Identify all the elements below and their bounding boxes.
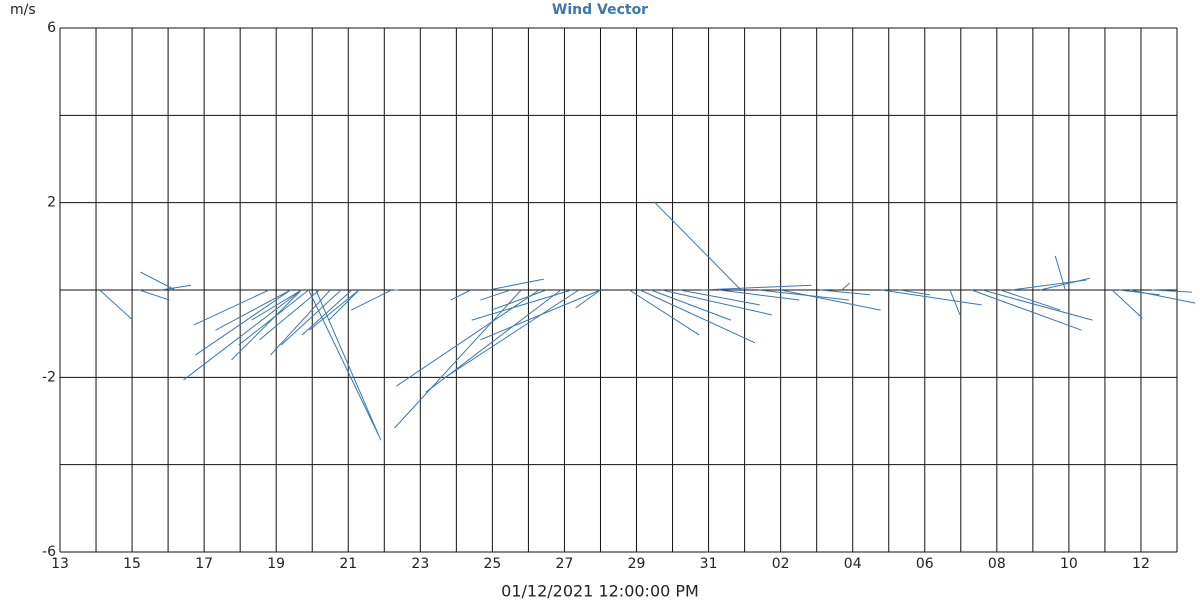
x-tick-label: 13 (51, 556, 69, 572)
x-tick-label: 27 (556, 556, 574, 572)
wind-vector (1039, 277, 1090, 291)
wind-vector (820, 289, 871, 296)
wind-vector (270, 289, 331, 356)
wind-vector (701, 284, 812, 291)
wind-vector (301, 289, 353, 336)
wind-vector (231, 289, 302, 361)
wind-vector (971, 289, 1082, 331)
y-tick-label: -6 (42, 544, 56, 560)
x-tick-label: 23 (411, 556, 429, 572)
wind-vector (575, 289, 601, 309)
wind-vector (1000, 289, 1061, 311)
wind-vector (1111, 289, 1143, 319)
wind-vector (251, 289, 302, 321)
wind-vector (195, 289, 291, 356)
x-tick-label: 29 (628, 556, 646, 572)
wind-vector (719, 289, 800, 301)
wind-vector (982, 289, 1093, 321)
wind-vector (491, 289, 547, 311)
wind-vector (949, 289, 961, 316)
wind-vector (193, 289, 270, 326)
wind-vector (308, 289, 360, 331)
x-axis-label: 01/12/2021 12:00:00 PM (501, 582, 699, 600)
x-tick-label: 08 (988, 556, 1006, 572)
wind-vector (629, 289, 700, 336)
wind-vector (650, 289, 732, 321)
x-tick-label: 31 (700, 556, 718, 572)
wind-vector (488, 278, 544, 291)
wind-vector (351, 289, 392, 311)
chart-title: Wind Vector (552, 2, 648, 18)
wind-vector (215, 289, 291, 331)
wind-vector (679, 289, 760, 306)
wind-vector (881, 289, 982, 306)
wind-vector (661, 289, 772, 316)
x-tick-label: 17 (195, 556, 213, 572)
wind-vector (280, 289, 342, 346)
y-tick-label: 2 (47, 195, 56, 211)
x-tick-label: 10 (1060, 556, 1078, 572)
y-tick-label: -2 (42, 369, 56, 385)
wind-vector (480, 289, 601, 341)
x-tick-label: 19 (267, 556, 285, 572)
wind-vector (480, 289, 511, 301)
wind-vector (238, 289, 309, 346)
wind-vector (639, 289, 756, 344)
wind-vector (99, 289, 134, 321)
x-tick-label: 04 (844, 556, 862, 572)
x-tick-label: 12 (1132, 556, 1150, 572)
x-tick-label: 21 (339, 556, 357, 572)
wind-vector (653, 201, 742, 291)
wind-vector (140, 271, 176, 291)
x-tick-label: 06 (916, 556, 934, 572)
wind-vector (183, 289, 302, 381)
y-axis-label: m/s (10, 2, 36, 18)
x-tick-label: 25 (483, 556, 501, 572)
wind-vector (450, 289, 471, 301)
wind-vector (1151, 289, 1192, 293)
wind-vector (471, 289, 572, 321)
x-tick-label: 02 (772, 556, 790, 572)
x-tick-label: 15 (123, 556, 141, 572)
wind-vector (899, 289, 930, 296)
wind-vector (259, 289, 320, 341)
wind-vector (394, 289, 522, 429)
wind-vector (780, 289, 881, 311)
wind-vector (160, 284, 192, 291)
wind-vector (328, 289, 360, 321)
wind-vector (443, 289, 580, 379)
wind-vector (1119, 289, 1160, 296)
wind-vector (396, 289, 540, 387)
wind-vector (139, 289, 170, 301)
wind-vector (841, 282, 851, 291)
wind-vector (315, 289, 382, 441)
y-tick-label: 6 (47, 20, 56, 36)
wind-vector (308, 289, 379, 436)
